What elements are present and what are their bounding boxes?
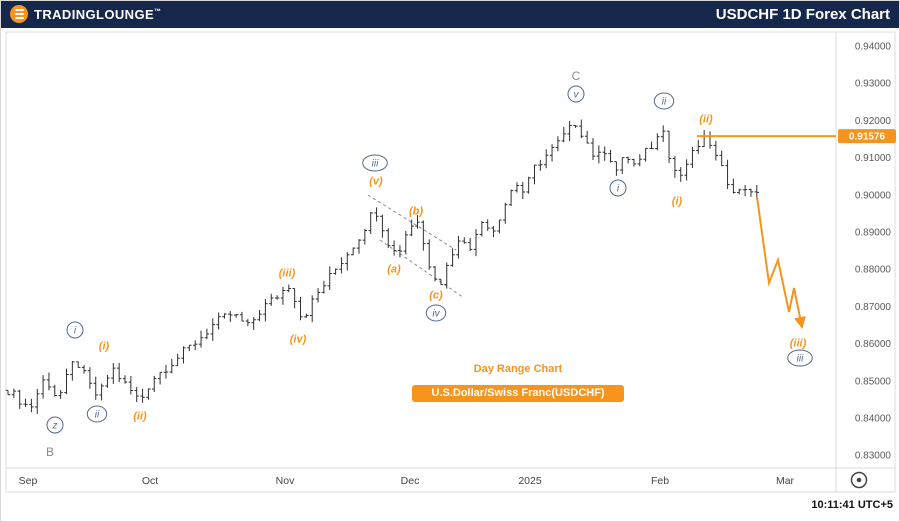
wave-label-orange: (b) (409, 206, 423, 218)
wave-label-circled: ii (86, 405, 108, 423)
x-tick-label: 2025 (518, 475, 542, 487)
wave-label-circled: ii (653, 92, 675, 110)
wave-label-orange: (c) (429, 290, 443, 302)
y-tick-label: 0.83000 (855, 451, 892, 462)
svg-text:iii: iii (372, 159, 379, 170)
x-tick-label: Mar (776, 475, 795, 487)
y-tick-label: 0.91000 (855, 153, 892, 164)
y-tick-label: 0.92000 (855, 116, 892, 127)
brand-part-lounge: LOUNGE (96, 6, 155, 22)
wave-label-circled: iii (362, 154, 388, 172)
wave-label-orange: (v) (369, 176, 383, 188)
brand-trademark: ™ (154, 8, 162, 16)
price-badge-label: 0.91576 (849, 132, 886, 143)
svg-text:i: i (617, 184, 620, 195)
trend-channel-dashed-line (367, 194, 457, 251)
brand-logo[interactable]: TRADINGLOUNGE™ (10, 5, 161, 23)
svg-text:v: v (574, 90, 580, 101)
y-tick-label: 0.86000 (855, 339, 892, 350)
svg-text:iii: iii (797, 354, 804, 365)
wave-letter-label: B (46, 445, 54, 459)
x-tick-label: Sep (19, 475, 38, 487)
y-tick-label: 0.88000 (855, 265, 892, 276)
svg-text:z: z (52, 421, 58, 432)
target-dot-icon[interactable] (850, 471, 868, 489)
wave-label-circled: i (609, 179, 627, 197)
trend-channel-dashed-line (379, 239, 465, 299)
wave-label-orange: (iii) (279, 268, 296, 280)
chart-overlay-subtitle: U.S.Dollar/Swiss Franc(USDCHF) (412, 385, 624, 402)
y-tick-label: 0.89000 (855, 228, 892, 239)
wave-label-circled: i (66, 321, 84, 339)
wave-label-orange: (i) (672, 196, 683, 208)
wave-label-circled: iv (425, 304, 447, 322)
header-bar: TRADINGLOUNGE™ USDCHF 1D Forex Chart (0, 0, 900, 28)
wave-label-orange: (a) (387, 264, 401, 276)
wave-label-orange: (i) (99, 341, 110, 353)
x-tick-label: Oct (142, 475, 158, 487)
y-tick-label: 0.85000 (855, 376, 892, 387)
wave-label-circled: v (567, 85, 585, 103)
y-tick-label: 0.94000 (855, 42, 892, 53)
wave-label-orange: (iii) (790, 338, 807, 350)
wave-label-orange: (iv) (290, 334, 307, 346)
x-tick-label: Nov (276, 475, 295, 487)
chart-frame (5, 31, 896, 493)
y-tick-label: 0.84000 (855, 414, 892, 425)
wave-label-circled: z (46, 416, 64, 434)
price-badge (838, 129, 896, 144)
page-title: USDCHF 1D Forex Chart (715, 5, 890, 23)
wave-label-orange: (ii) (133, 411, 147, 423)
svg-text:iv: iv (432, 309, 440, 320)
x-tick-label: Feb (651, 475, 669, 487)
forecast-arrow (756, 196, 806, 329)
y-tick-label: 0.87000 (855, 302, 892, 313)
wave-letter-label: C (572, 69, 581, 83)
brand-name: TRADINGLOUNGE™ (34, 7, 161, 22)
price-bars (5, 119, 759, 414)
wave-label-orange: (ii) (699, 114, 713, 126)
chart-overlay-title: Day Range Chart (473, 363, 563, 375)
svg-text:ii: ii (95, 410, 100, 421)
y-tick-label: 0.93000 (855, 79, 892, 90)
tradinglounge-logo-icon (10, 5, 28, 23)
wave-label-circled: iii (787, 349, 813, 367)
x-tick-label: Dec (401, 475, 420, 487)
clock-timestamp: 10:11:41 UTC+5 (811, 499, 893, 511)
brand-part-trading: TRADING (34, 6, 97, 22)
svg-text:ii: ii (662, 97, 667, 108)
y-tick-label: 0.90000 (855, 190, 892, 201)
svg-text:i: i (74, 326, 77, 337)
